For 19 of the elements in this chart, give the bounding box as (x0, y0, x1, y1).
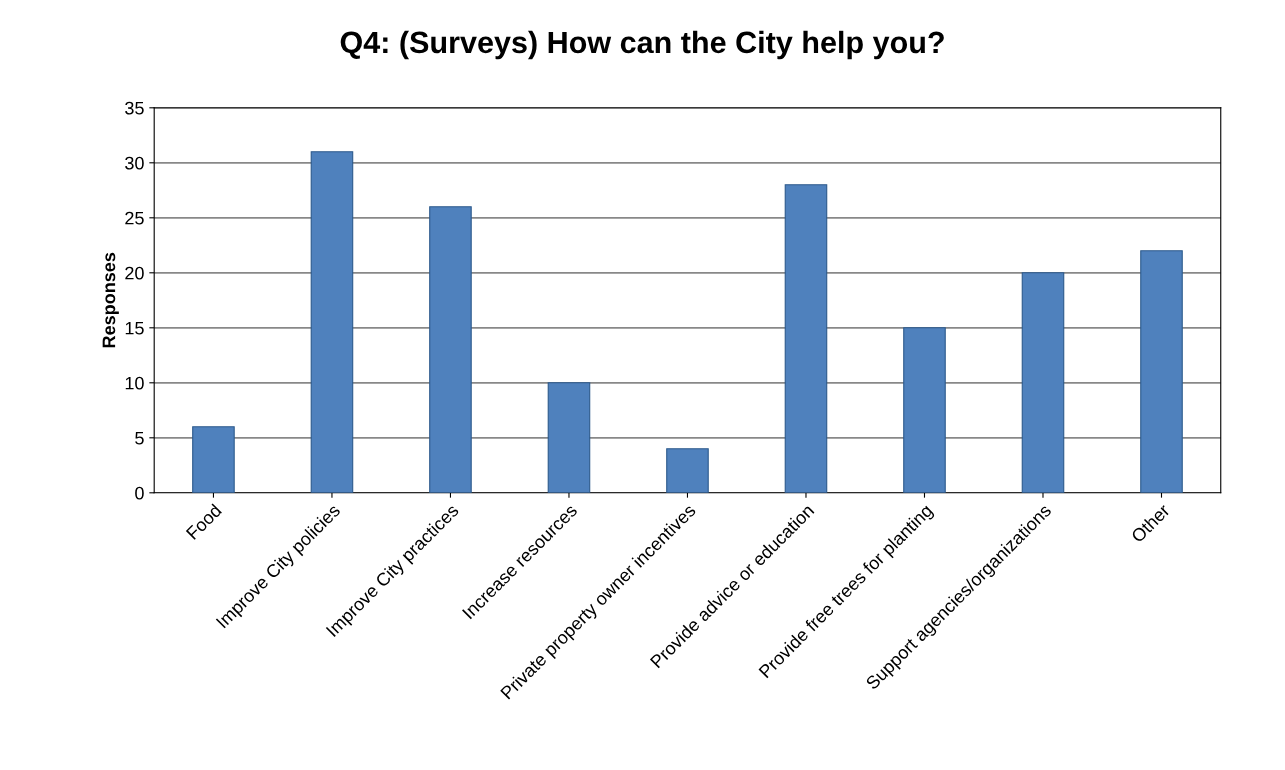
y-tick-label: 25 (125, 211, 144, 225)
bar (784, 184, 828, 493)
bar (1140, 250, 1183, 493)
bar (903, 327, 946, 493)
y-tick-label: 10 (125, 376, 144, 390)
bar (192, 426, 235, 493)
bar (547, 382, 591, 493)
bar (310, 151, 354, 493)
y-axis-title: Responses (102, 252, 119, 348)
y-tick-label: 15 (125, 321, 144, 335)
y-tick-label: 5 (135, 431, 144, 445)
y-tick-label: 0 (135, 486, 144, 500)
y-tick-label: 20 (125, 266, 144, 280)
y-tick-label: 35 (125, 101, 144, 115)
bar (429, 206, 472, 493)
bar (1021, 272, 1065, 493)
chart-title: Q4: (Surveys) How can the City help you? (340, 30, 944, 60)
y-tick-label: 30 (125, 156, 144, 170)
bar (666, 448, 709, 493)
